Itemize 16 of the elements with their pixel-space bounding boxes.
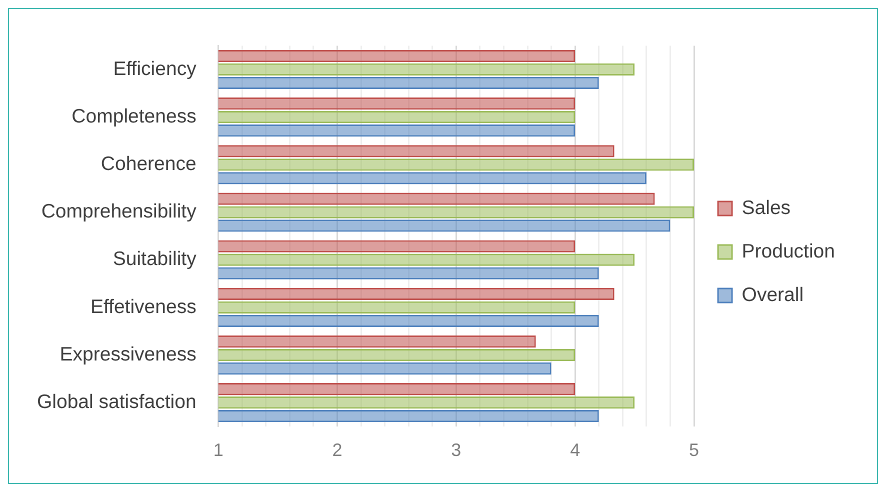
x-tick-label: 5	[689, 440, 700, 460]
legend-label: Production	[742, 240, 836, 262]
x-tick-label: 4	[570, 440, 580, 460]
y-tick-label: Comprehensibility	[41, 200, 197, 223]
y-tick-label: Suitability	[112, 248, 197, 270]
y-tick-label: Effetiveness	[90, 296, 197, 318]
legend-label: Overall	[742, 284, 804, 306]
y-tick-label: Coherence	[100, 153, 196, 176]
y-tick-label: Expressiveness	[60, 343, 197, 366]
x-tick-label: 2	[332, 440, 342, 460]
legend-label: Sales	[742, 196, 791, 219]
x-tick-label: 1	[213, 440, 224, 460]
y-tick-label: Completeness	[72, 105, 197, 128]
y-tick-label: Efficiency	[113, 58, 197, 80]
x-tick-label: 3	[451, 440, 462, 460]
y-tick-label: Global satisfaction	[36, 390, 196, 413]
